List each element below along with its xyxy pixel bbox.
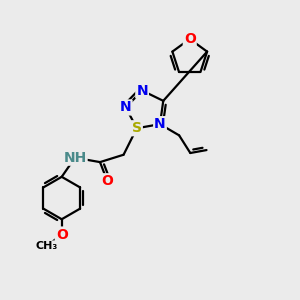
- Text: O: O: [101, 174, 113, 188]
- Text: N: N: [120, 100, 132, 115]
- Text: NH: NH: [63, 151, 87, 165]
- Text: O: O: [56, 227, 68, 242]
- Text: N: N: [136, 83, 148, 98]
- Text: O: O: [184, 32, 196, 46]
- Text: CH₃: CH₃: [35, 241, 58, 251]
- Text: S: S: [132, 121, 142, 135]
- Text: N: N: [154, 117, 166, 131]
